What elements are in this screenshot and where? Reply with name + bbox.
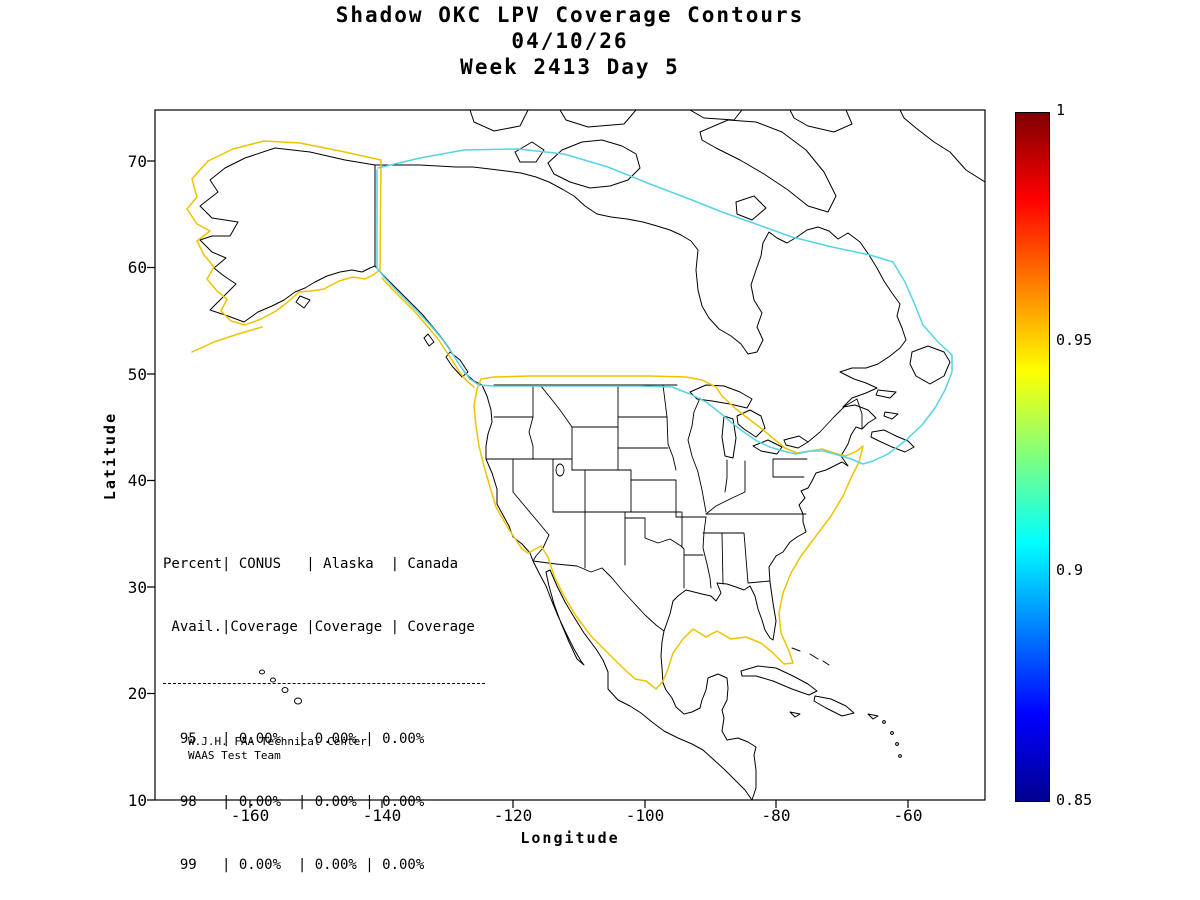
alaska-contour <box>186 140 382 326</box>
colorbar-tick-085: 0.85 <box>1056 791 1093 809</box>
x-tick-n100: -100 <box>625 806 665 825</box>
title-line-1: Shadow OKC LPV Coverage Contours <box>335 3 805 27</box>
conus-contour <box>473 375 864 690</box>
x-tick-n80: -80 <box>761 806 791 825</box>
y-tick-20: 20 <box>127 684 147 703</box>
arctic-islands <box>469 110 985 221</box>
panhandle-contour <box>381 277 475 388</box>
x-tick-n160: -160 <box>230 806 270 825</box>
x-tick-marks <box>249 800 909 808</box>
canada-contours <box>376 148 953 465</box>
alaska-outline <box>199 147 376 323</box>
credit-line-2: WAAS Test Team <box>188 749 281 762</box>
state-borders <box>485 384 863 632</box>
x-tick-n120: -120 <box>493 806 533 825</box>
great-lakes <box>689 384 809 459</box>
y-tick-10: 10 <box>127 791 147 810</box>
y-tick-50: 50 <box>127 365 147 384</box>
y-tick-70: 70 <box>127 152 147 171</box>
credit-annotation: W.J.H. FAA Technical Center WAAS Test Te… <box>188 735 367 763</box>
table-header-1: Percent| CONUS | Alaska | Canada <box>163 556 459 572</box>
x-axis-label: Longitude <box>520 829 620 847</box>
table-row: 99 | 0.00% | 0.00% | 0.00% <box>163 857 425 873</box>
y-tick-30: 30 <box>127 578 147 597</box>
x-tick-n140: -140 <box>362 806 402 825</box>
atlantic-islands <box>870 345 951 453</box>
colorbar <box>1015 112 1050 802</box>
table-divider <box>163 683 485 684</box>
aleutian-contour <box>191 326 263 353</box>
title-line-2: 04/10/26 <box>511 29 629 53</box>
title-line-3: Week 2413 Day 5 <box>460 55 680 79</box>
y-tick-60: 60 <box>127 258 147 277</box>
colorbar-tick-09: 0.9 <box>1056 561 1084 579</box>
pacific-islands <box>259 333 469 705</box>
y-tick-marks <box>147 160 155 801</box>
figure-title: Shadow OKC LPV Coverage Contours 04/10/2… <box>0 2 1140 80</box>
x-tick-n60: -60 <box>893 806 923 825</box>
credit-line-1: W.J.H. FAA Technical Center <box>188 735 367 748</box>
caribbean-islands <box>740 647 902 758</box>
table-header-2: Avail.|Coverage |Coverage | Coverage <box>163 619 475 635</box>
table-row: 95 | 0.00% | 0.00% | 0.00% <box>163 731 425 747</box>
table-row: 98 | 0.00% | 0.00% | 0.00% <box>163 794 425 810</box>
canada-contour-south <box>376 169 864 465</box>
coverage-table: Percent| CONUS | Alaska | Canada Avail.|… <box>163 512 485 900</box>
axes-box <box>147 109 986 808</box>
y-axis-label: Latitude <box>101 411 119 501</box>
conus-alaska-contours <box>186 140 864 690</box>
canada-contour-north <box>377 148 953 465</box>
colorbar-tick-1: 1 <box>1056 101 1066 119</box>
coastlines <box>199 110 985 800</box>
west-coast <box>374 265 753 800</box>
colorbar-tick-095: 0.95 <box>1056 331 1093 349</box>
y-tick-40: 40 <box>127 471 147 490</box>
